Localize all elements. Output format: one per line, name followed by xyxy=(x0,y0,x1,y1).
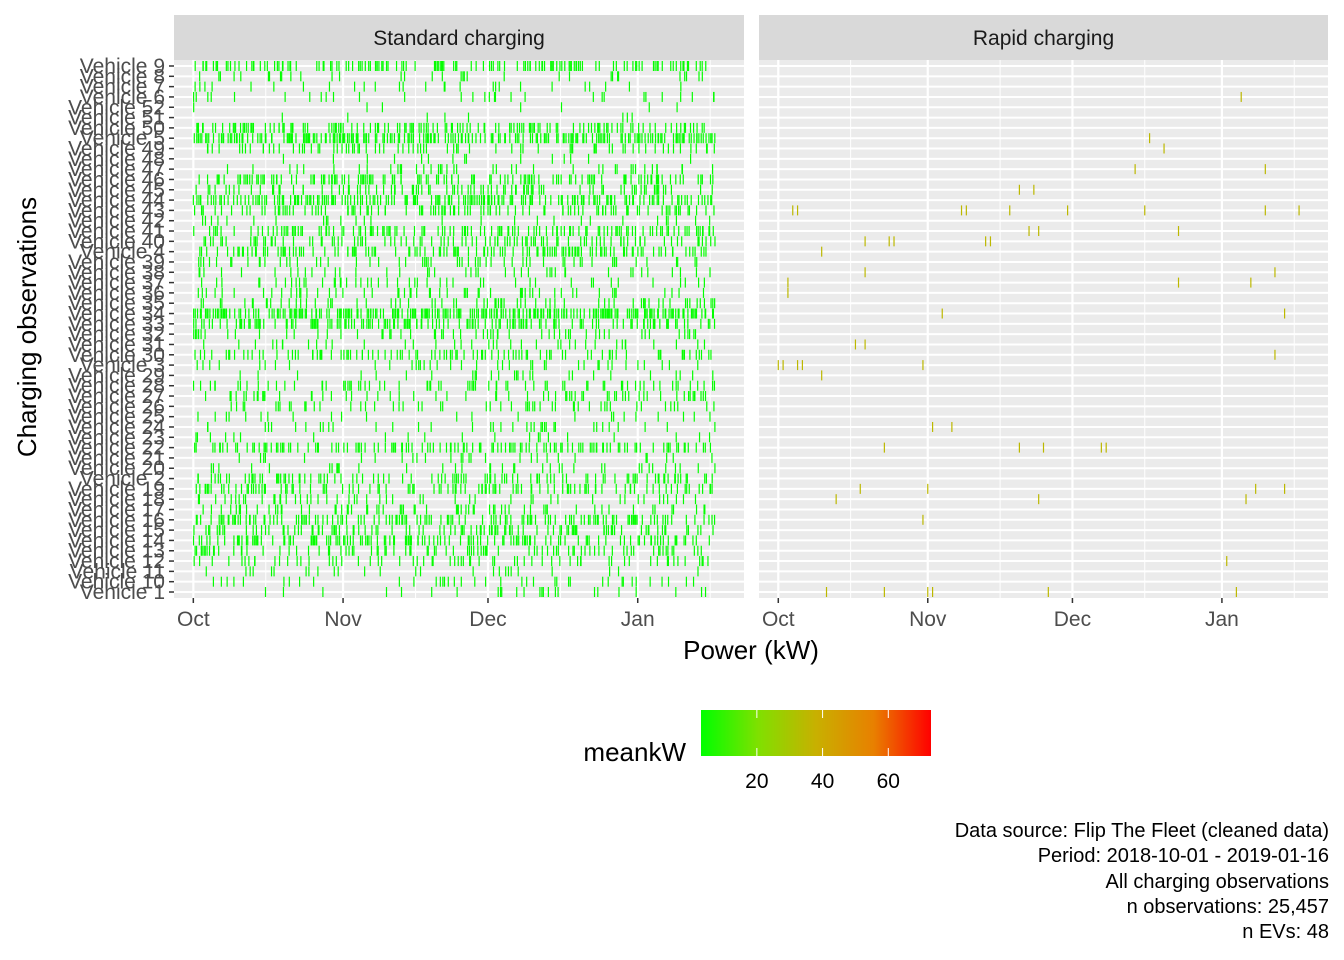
y-tick-label: Vehicle 46 xyxy=(68,168,165,191)
y-tick-label: Vehicle 23 xyxy=(68,426,165,449)
x-axis-rapid: Oct Nov Dec Jan xyxy=(762,598,1239,631)
y-tick-label: Vehicle 13 xyxy=(68,540,165,563)
y-tick-label: Vehicle 12 xyxy=(68,550,165,573)
y-tick-label: Vehicle 15 xyxy=(68,519,165,542)
y-tick-label: Vehicle 35 xyxy=(68,292,165,315)
x-axes: Oct Nov Dec Jan Oct Nov Dec Jan xyxy=(177,598,1239,631)
legend-title: meankW xyxy=(583,737,686,767)
y-tick-label: Vehicle 27 xyxy=(68,385,165,408)
charging-ticks xyxy=(777,91,1300,597)
legend-tick-label: 20 xyxy=(745,770,768,793)
y-tick-label: Vehicle 33 xyxy=(68,313,165,336)
y-tick-label: Vehicle 21 xyxy=(68,447,165,470)
caption-period: Period: 2018-10-01 - 2019-01-16 xyxy=(1037,845,1329,868)
y-tick-label: Vehicle 38 xyxy=(68,261,165,284)
y-tick-label: Vehicle 45 xyxy=(68,179,165,202)
panel-background xyxy=(759,60,1328,598)
facet-panel-standard: Standard charging xyxy=(174,15,744,598)
y-tick-label: Vehicle 2 xyxy=(80,468,165,491)
facet-strip-label: Standard charging xyxy=(373,27,545,50)
y-tick-label: Vehicle 36 xyxy=(68,282,165,305)
facet-panel-rapid: Rapid charging xyxy=(759,15,1328,598)
y-tick-label: Vehicle 11 xyxy=(70,560,165,583)
facet-panels: Standard charging Rapid charging xyxy=(174,15,1328,598)
y-tick-label: Vehicle 1 xyxy=(80,581,165,604)
legend-colorbar xyxy=(701,710,931,756)
y-tick-label: Vehicle 41 xyxy=(68,220,165,243)
y-tick-label: Vehicle 26 xyxy=(68,395,165,418)
x-axis-title: Power (kW) xyxy=(683,635,819,665)
y-tick-label: Vehicle 20 xyxy=(68,457,165,480)
caption-scope: All charging observations xyxy=(1105,870,1329,893)
y-tick-label: Vehicle 18 xyxy=(68,488,165,511)
x-tick-label: Oct xyxy=(762,608,795,631)
y-tick-label: Vehicle 6 xyxy=(80,86,165,109)
y-tick-label: Vehicle 4 xyxy=(80,241,166,264)
y-tick-label: Vehicle 52 xyxy=(68,96,165,119)
y-tick-label: Vehicle 37 xyxy=(68,272,165,295)
y-tick-label: Vehicle 31 xyxy=(68,333,165,356)
y-tick-label: Vehicle 30 xyxy=(68,344,165,367)
y-tick-label: Vehicle 34 xyxy=(68,303,165,326)
y-tick-label: Vehicle 22 xyxy=(68,437,165,460)
y-tick-label: Vehicle 9 xyxy=(80,55,165,78)
y-tick-label: Vehicle 47 xyxy=(68,158,165,181)
y-tick-label: Vehicle 17 xyxy=(68,498,165,521)
y-tick-label: Vehicle 24 xyxy=(68,416,165,439)
y-tick-label: Vehicle 40 xyxy=(68,230,165,253)
y-tick-label: Vehicle 49 xyxy=(68,138,165,161)
caption-evs: n EVs: 48 xyxy=(1242,921,1329,944)
charging-ticks xyxy=(192,61,716,597)
x-tick-label: Dec xyxy=(469,608,506,631)
y-tick-label: Vehicle 16 xyxy=(68,509,165,532)
y-tick-label: Vehicle 25 xyxy=(68,406,165,429)
y-tick-label: Vehicle 29 xyxy=(68,364,165,387)
legend-tick-label: 40 xyxy=(811,770,834,793)
y-tick-label: Vehicle 39 xyxy=(68,251,165,274)
y-tick-label: Vehicle 8 xyxy=(80,65,165,88)
x-tick-label: Oct xyxy=(177,608,210,631)
facet-strip xyxy=(759,15,1328,60)
y-tick-label: Vehicle 42 xyxy=(68,210,165,233)
y-tick-label: Vehicle 32 xyxy=(68,323,165,346)
caption-source: Data source: Flip The Fleet (cleaned dat… xyxy=(954,820,1329,842)
y-tick-label: Vehicle 28 xyxy=(68,375,165,398)
legend-tick-label: 60 xyxy=(877,770,900,793)
facet-strip-label: Rapid charging xyxy=(973,27,1114,50)
x-tick-label: Nov xyxy=(909,608,947,631)
y-tick-label: Vehicle 5 xyxy=(80,127,165,150)
x-tick-label: Dec xyxy=(1054,608,1091,631)
y-tick-label: Vehicle 19 xyxy=(68,478,165,501)
x-tick-label: Jan xyxy=(621,608,655,631)
facet-strip xyxy=(174,15,744,60)
y-tick-label: Vehicle 43 xyxy=(68,199,165,222)
x-tick-label: Nov xyxy=(324,608,362,631)
y-axis-title: Charging observations xyxy=(12,197,42,457)
y-tick-label: Vehicle 51 xyxy=(68,107,165,130)
x-axis-standard: Oct Nov Dec Jan xyxy=(177,598,655,631)
y-tick-label: Vehicle 3 xyxy=(80,354,165,377)
chart-caption: Data source: Flip The Fleet (cleaned dat… xyxy=(955,819,1329,945)
y-tick-label: Vehicle 10 xyxy=(68,571,165,594)
y-tick-label: Vehicle 44 xyxy=(68,189,165,212)
color-legend: meankW 20 40 60 xyxy=(583,710,931,793)
y-tick-label: Vehicle 48 xyxy=(68,148,165,171)
y-tick-label: Vehicle 7 xyxy=(80,76,165,99)
y-tick-label: Vehicle 50 xyxy=(68,117,165,140)
y-tick-label: Vehicle 14 xyxy=(68,529,165,552)
caption-observations: n observations: 25,457 xyxy=(1126,895,1329,918)
x-tick-label: Jan xyxy=(1205,608,1239,631)
